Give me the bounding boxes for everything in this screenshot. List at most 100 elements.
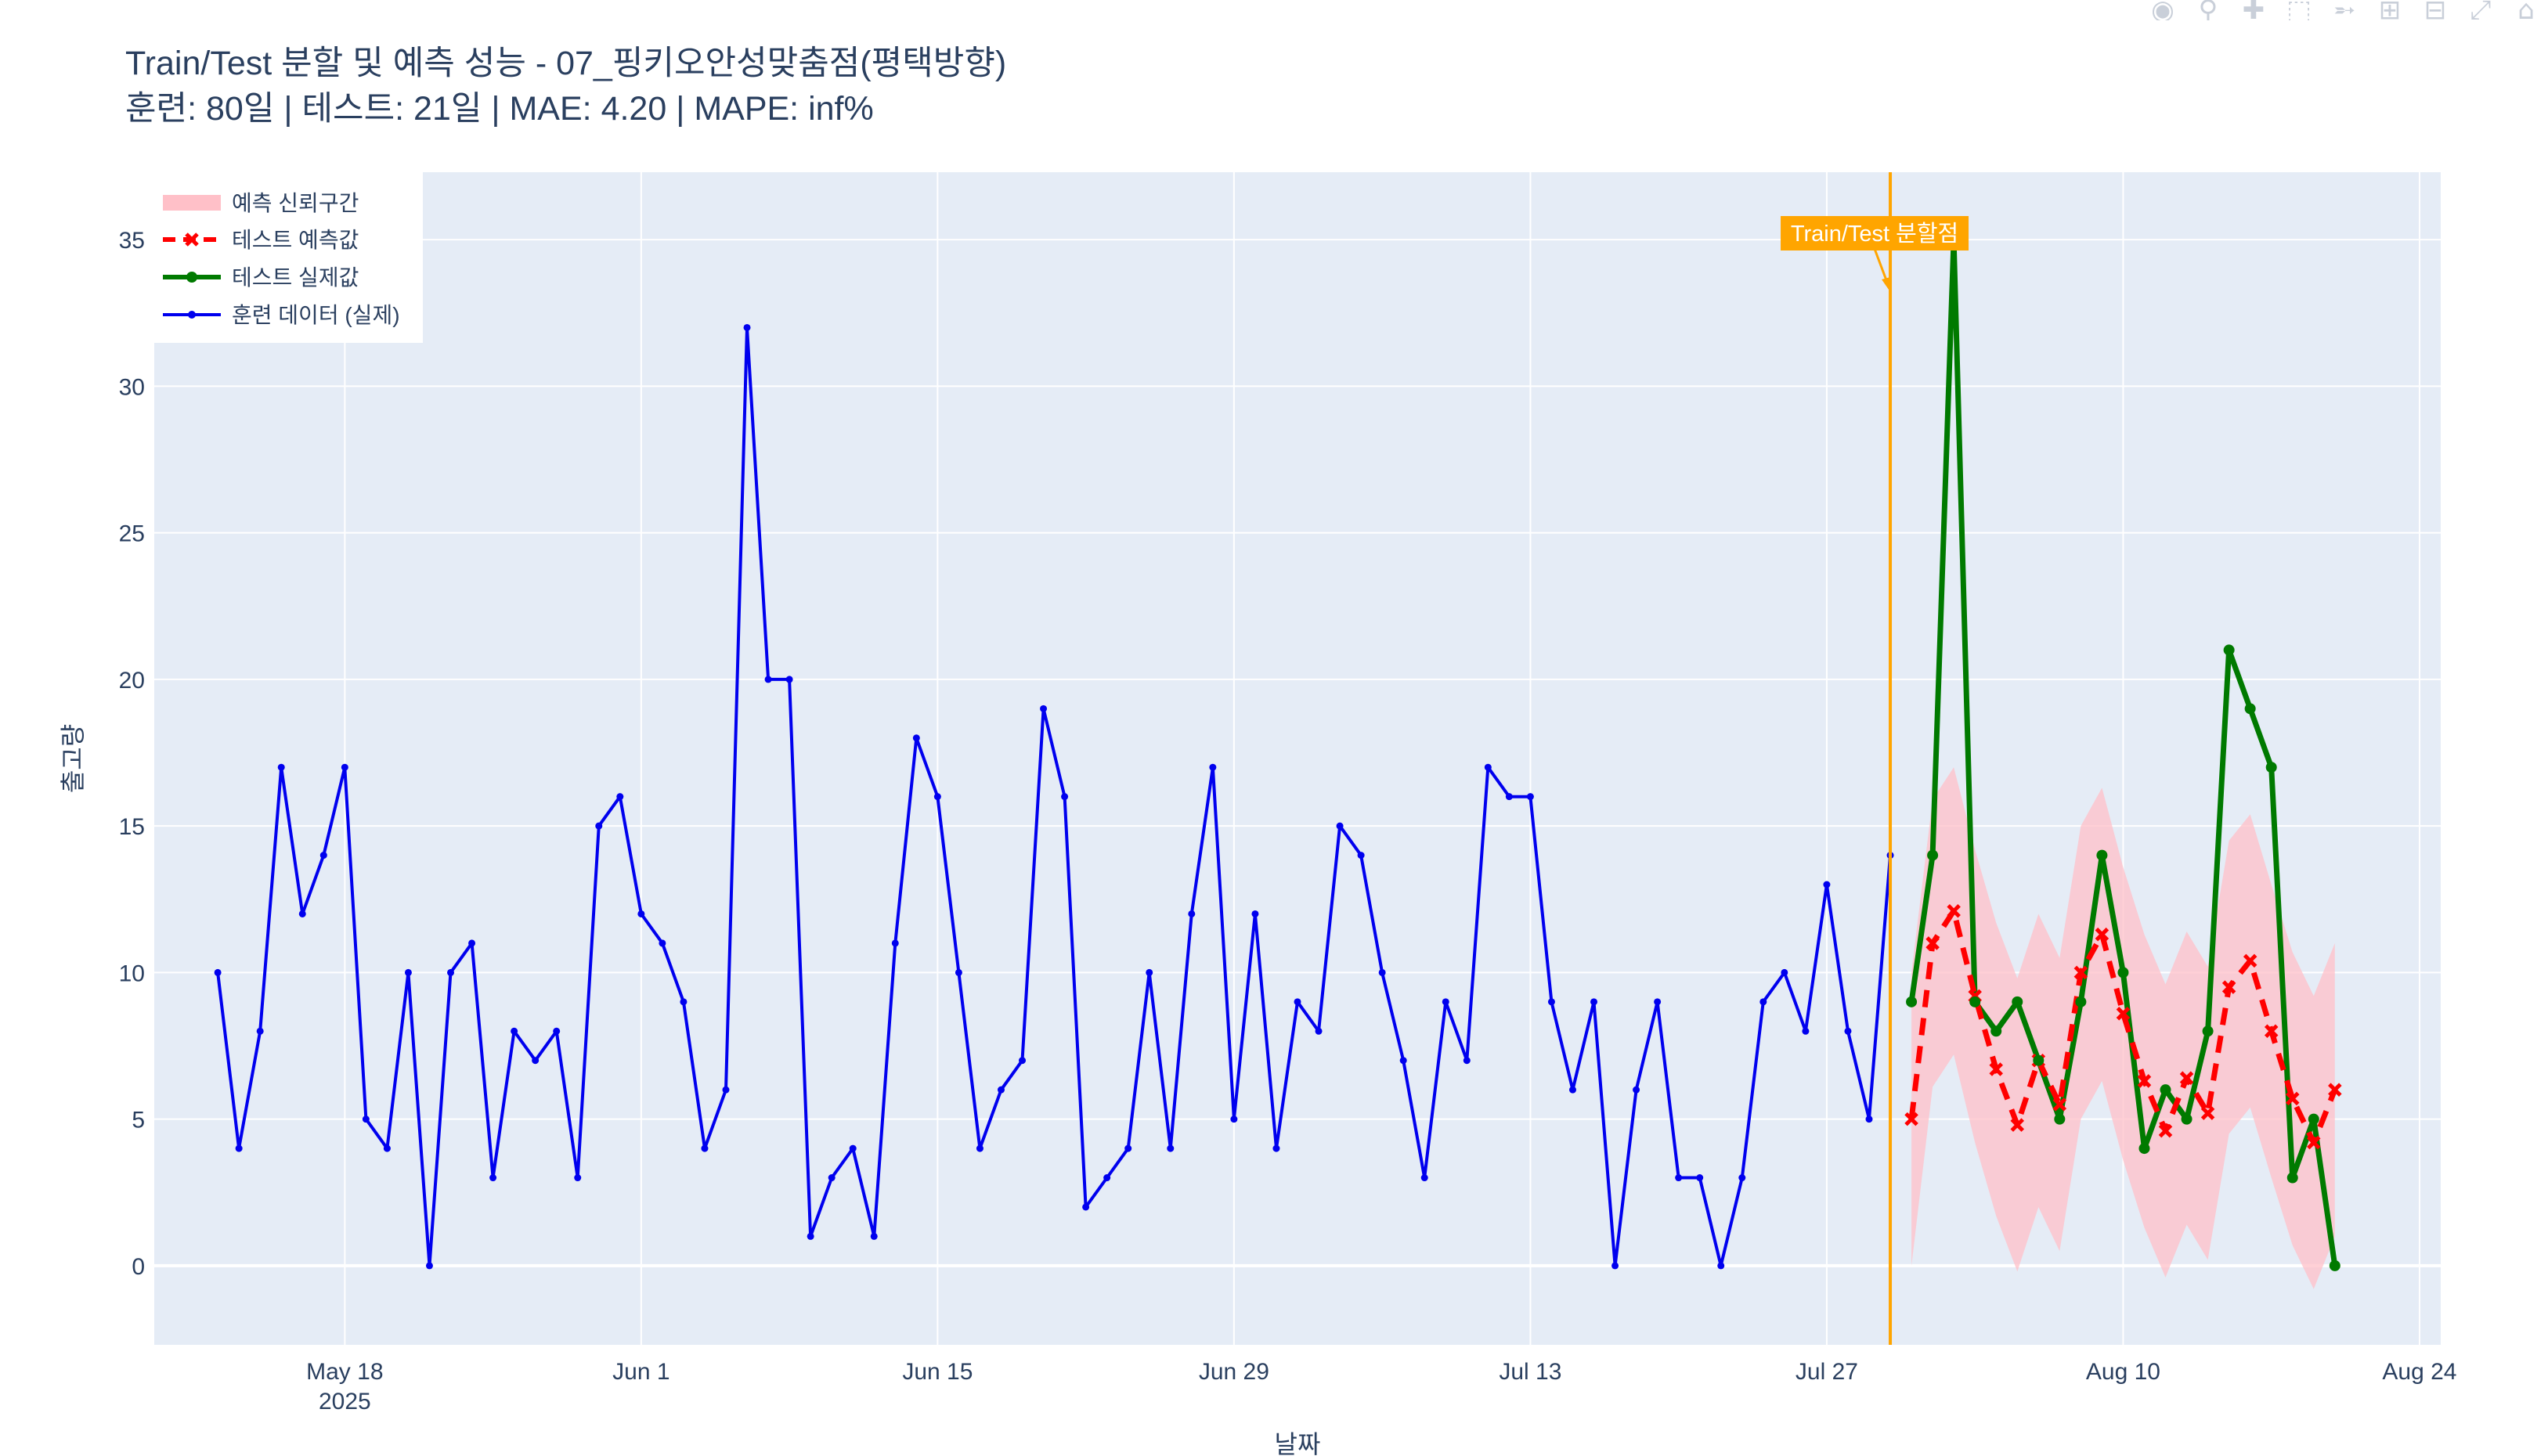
- test-actual-point: [2181, 1113, 2193, 1125]
- train-point: [722, 1086, 730, 1094]
- chart-title: Train/Test 분할 및 예측 성능 - 07_핑키오안성맞춤점(평택방향…: [125, 45, 1007, 82]
- train-point: [1061, 793, 1069, 801]
- train-point: [637, 910, 645, 917]
- train-point: [362, 1115, 370, 1123]
- train-point: [1357, 852, 1365, 860]
- train-point: [680, 998, 688, 1006]
- legend-item-test-actual[interactable]: 테스트 실제값: [163, 265, 359, 290]
- train-point: [574, 1174, 582, 1182]
- annotation-label: Train/Test 분할점: [1791, 221, 1958, 247]
- x-tick-label: May 18: [306, 1359, 383, 1385]
- train-point: [1865, 1115, 1873, 1123]
- train-point: [1781, 968, 1788, 976]
- train-point: [1568, 1086, 1576, 1094]
- train-point: [1103, 1174, 1111, 1182]
- train-point: [1526, 793, 1534, 801]
- test-pred-marker: [1947, 903, 1961, 918]
- train-point: [912, 734, 920, 742]
- split-layer: Train/Test 분할점: [1781, 172, 1969, 1345]
- test-actual-point: [2117, 967, 2129, 978]
- zoom-icon[interactable]: ⚲: [2198, 0, 2218, 20]
- train-point: [1844, 1027, 1852, 1035]
- train-point: [532, 1057, 540, 1065]
- train-point: [785, 676, 793, 683]
- train-point: [1019, 1057, 1027, 1065]
- x-tick-label: Jul 27: [1796, 1359, 1858, 1385]
- camera-icon[interactable]: ◉: [2151, 0, 2174, 20]
- test-pred-marker: [2158, 1123, 2173, 1138]
- train-point: [298, 910, 306, 917]
- train-point: [891, 939, 899, 947]
- test-actual-point: [2096, 849, 2108, 861]
- train-point: [807, 1232, 814, 1240]
- test-pred-marker: [2073, 965, 2088, 980]
- train-point: [1399, 1057, 1407, 1065]
- train-point: [511, 1027, 518, 1035]
- train-point: [1654, 998, 1662, 1006]
- train-point: [955, 968, 962, 976]
- train-point: [447, 968, 455, 976]
- x-tick-label: Aug 10: [2086, 1359, 2160, 1385]
- lasso-icon[interactable]: ➵: [2333, 0, 2356, 20]
- home-icon[interactable]: ⌂: [2517, 0, 2535, 20]
- train-point: [849, 1144, 857, 1152]
- test-actual-point: [2244, 703, 2256, 715]
- y-tick-label: 25: [119, 521, 145, 547]
- test-actual-point: [2012, 996, 2023, 1007]
- train-point: [616, 793, 624, 801]
- legend-item-test-pred[interactable]: 테스트 예측값: [163, 228, 359, 252]
- train-point: [1759, 998, 1767, 1006]
- test-pred-marker: [1925, 936, 1940, 950]
- autoscale-icon[interactable]: ⤢: [2470, 0, 2492, 20]
- test-pred-line: [1908, 908, 2338, 1146]
- train-point: [1738, 1174, 1746, 1182]
- test-actual-point: [2138, 1143, 2150, 1155]
- train-point: [1251, 910, 1259, 917]
- legend-item-confidence[interactable]: 예측 신뢰구간: [163, 191, 359, 215]
- train-point: [553, 1027, 561, 1035]
- test-actual-point: [2160, 1084, 2171, 1096]
- test-pred-marker: [2307, 1135, 2321, 1150]
- x-tick-label: Aug 24: [2382, 1359, 2456, 1385]
- train-point: [1209, 763, 1217, 771]
- x-axis: May 18 2025 Jun 1 Jun 15 Jun 29 Jul 13 Jul 27 A…: [306, 1359, 2456, 1415]
- legend-label: 예측 신뢰구간: [232, 191, 359, 215]
- train-line: [216, 326, 1892, 1267]
- test-pred-marker: [2328, 1083, 2342, 1097]
- train-point: [1590, 998, 1598, 1006]
- title-block: Train/Test 분할 및 예측 성능 - 07_핑키오안성맞춤점(평택방향…: [125, 41, 1006, 132]
- legend-marker: [186, 272, 197, 283]
- test-actual-point: [2286, 1172, 2298, 1184]
- modebar: ◉ ⚲ ✚ ⬚ ➵ ⊞ ⊟ ⤢ ⌂: [2141, 0, 2548, 20]
- train-point: [1146, 968, 1153, 976]
- legend-label: 테스트 예측값: [232, 228, 359, 252]
- train-point: [1675, 1174, 1683, 1182]
- zoom-in-icon[interactable]: ⊞: [2378, 0, 2402, 20]
- test-pred-marker: [2095, 927, 2109, 942]
- train-point: [1633, 1086, 1640, 1094]
- train-point: [1082, 1203, 1090, 1211]
- x-tick-label: Jul 13: [1499, 1359, 1561, 1385]
- train-point: [828, 1174, 835, 1182]
- annotation-box: [1781, 216, 1969, 250]
- train-point: [1272, 1144, 1280, 1152]
- box-select-icon[interactable]: ⬚: [2286, 0, 2312, 20]
- train-point: [383, 1144, 391, 1152]
- test-actual-point: [1990, 1025, 2002, 1037]
- train-point: [341, 763, 348, 771]
- legend-item-train[interactable]: 훈련 데이터 (실제): [163, 303, 400, 327]
- y-axis-title: 출고량: [59, 724, 87, 793]
- confidence-band-layer: [1911, 767, 2335, 1289]
- train-point: [1717, 1262, 1725, 1270]
- train-point: [976, 1144, 983, 1152]
- train-point: [1124, 1144, 1132, 1152]
- train-point: [235, 1144, 243, 1152]
- train-point: [277, 763, 285, 771]
- zoom-out-icon[interactable]: ⊟: [2423, 0, 2447, 20]
- train-point: [1294, 998, 1301, 1006]
- pan-icon[interactable]: ✚: [2242, 0, 2265, 20]
- train-point: [764, 676, 772, 683]
- legend-swatch: [163, 195, 221, 211]
- test-actual-point: [2054, 1113, 2066, 1125]
